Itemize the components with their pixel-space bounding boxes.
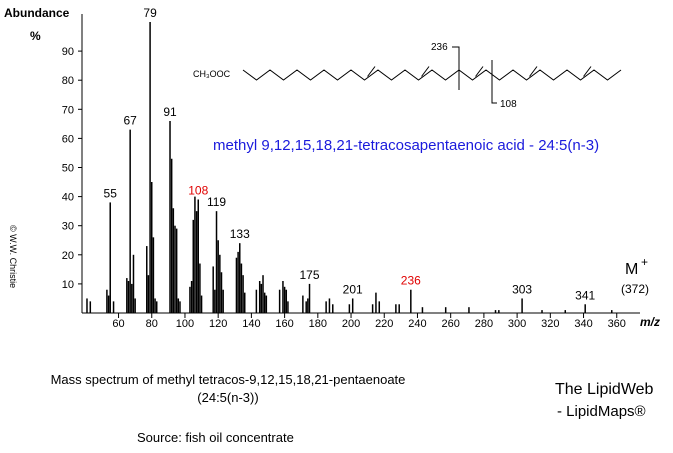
- double-bond: [367, 66, 376, 77]
- cleavage-line: [452, 46, 460, 90]
- carbon-chain: [242, 69, 622, 81]
- x-tick-label: 260: [441, 318, 459, 330]
- brand: - LipidMaps®: [557, 403, 646, 420]
- peak-label: 55: [104, 186, 118, 200]
- y-tick-label: 70: [62, 104, 74, 116]
- double-bonds: [367, 66, 592, 77]
- x-tick-label: 220: [375, 318, 393, 330]
- y-tick-label: 40: [62, 192, 74, 204]
- peak-label: 67: [123, 114, 137, 128]
- y-tick-label: 90: [62, 46, 74, 58]
- caption: Mass spectrum of methyl tetracos-9,12,15…: [51, 372, 406, 387]
- molecular-ion: M: [625, 261, 638, 278]
- y-tick-label: 10: [62, 279, 74, 291]
- x-tick-label: 340: [574, 318, 592, 330]
- peak-label: 108: [188, 184, 208, 198]
- peak-label: 91: [163, 105, 177, 119]
- peak-label: 303: [512, 282, 532, 296]
- x-axis-label: m/z: [640, 315, 660, 329]
- copyright: © W.W. Christie: [8, 225, 18, 288]
- x-tick-label: 180: [309, 318, 327, 330]
- molecular-ion-mass: (372): [621, 282, 649, 296]
- x-tick-label: 140: [242, 318, 260, 330]
- peak-label: 236: [401, 274, 421, 288]
- x-tick-label: 360: [608, 318, 626, 330]
- double-bond: [421, 66, 430, 77]
- peak-label: 175: [300, 268, 320, 282]
- brand: The LipidWeb: [555, 381, 654, 398]
- x-tick-label: 200: [342, 318, 360, 330]
- caption: (24:5(n-3)): [197, 390, 258, 405]
- double-bond: [475, 66, 484, 77]
- y-tick-label: 50: [62, 163, 74, 175]
- y-axis-label: Abundance: [4, 6, 70, 20]
- double-bond: [529, 66, 538, 77]
- fragment-label: 108: [500, 99, 517, 110]
- structure: [242, 46, 622, 104]
- molecular-ion-charge: +: [641, 255, 648, 269]
- x-tick-label: 80: [146, 318, 158, 330]
- x-tick-label: 240: [408, 318, 426, 330]
- structure-group: CH₃OOC: [193, 69, 231, 79]
- peak-label: 119: [207, 195, 226, 209]
- cleavage-line: [491, 60, 497, 104]
- x-tick-label: 320: [541, 318, 559, 330]
- peak-label: 79: [143, 6, 157, 20]
- x-tick-label: 160: [275, 318, 293, 330]
- y-tick-label: 60: [62, 133, 74, 145]
- y-axis-unit: %: [30, 29, 41, 43]
- fragment-label: 236: [431, 42, 448, 53]
- y-tick-label: 30: [62, 221, 74, 233]
- double-bond: [583, 66, 592, 77]
- peak-label: 133: [230, 227, 250, 241]
- y-tick-label: 80: [62, 75, 74, 87]
- peak-label: 201: [343, 282, 363, 296]
- x-tick-label: 100: [176, 318, 194, 330]
- x-tick-label: 60: [112, 318, 124, 330]
- x-tick-label: 280: [475, 318, 493, 330]
- compound-name: methyl 9,12,15,18,21-tetracosapentaenoic…: [213, 137, 599, 154]
- x-tick-label: 300: [508, 318, 526, 330]
- peak-label: 341: [575, 288, 595, 302]
- source: Source: fish oil concentrate: [137, 430, 294, 445]
- x-tick-label: 120: [209, 318, 227, 330]
- y-tick-label: 20: [62, 250, 74, 262]
